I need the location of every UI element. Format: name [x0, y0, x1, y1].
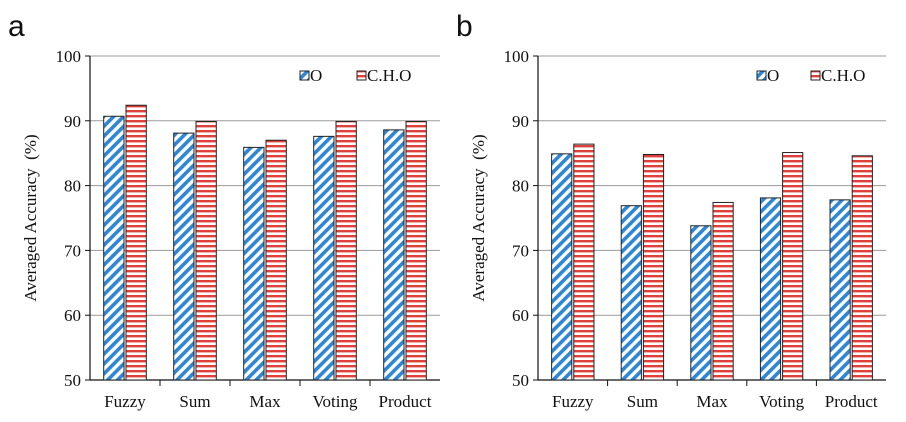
x-tick-label: Sum [627, 392, 658, 411]
y-tick-label: 60 [512, 306, 529, 325]
legend-label: O [767, 66, 779, 85]
bar-cho-voting [782, 152, 804, 381]
y-tick-label: 90 [512, 112, 529, 131]
x-tick-label: Fuzzy [104, 392, 146, 411]
chart-panel-b: b 50 60 70 80 90 100 Averaged Accuracy (%) Fuzzy… [456, 10, 886, 411]
x-tick-label: Product [379, 392, 432, 411]
bar-o-fuzzy [551, 153, 573, 381]
bar-cho-fuzzy [573, 143, 595, 381]
bar-cho-product [851, 155, 873, 381]
y-axis-title: Averaged Accuracy (%) [469, 134, 488, 301]
bar-cho-max [265, 139, 287, 381]
y-tick-label: 50 [512, 371, 529, 390]
legend-swatch-cho [356, 70, 367, 81]
y-tick-label: 100 [56, 47, 82, 66]
x-tick-label: Max [249, 392, 281, 411]
x-tick-label: Max [696, 392, 728, 411]
bar-cho-product [405, 120, 427, 381]
chart-panel-a: a 50 60 70 80 90 100 Averaged Accuracy (%) Fuzzy… [8, 10, 440, 411]
legend-label: C.H.O [367, 66, 411, 85]
bar-o-product [383, 129, 405, 381]
bar-o-sum [173, 132, 195, 381]
legend: O C.H.O [299, 66, 411, 85]
bar-cho-fuzzy [125, 104, 147, 381]
panel-letter: a [8, 10, 25, 43]
legend-swatch-o [299, 70, 310, 81]
bar-o-sum [620, 205, 642, 381]
bar-o-fuzzy [103, 115, 125, 381]
legend-label: C.H.O [821, 66, 865, 85]
y-tick-label: 60 [64, 306, 81, 325]
legend-label: O [310, 66, 322, 85]
y-axis-title: Averaged Accuracy (%) [21, 134, 40, 301]
bar-cho-max [712, 201, 734, 381]
y-tick-label: 100 [504, 47, 530, 66]
y-tick-label: 90 [64, 112, 81, 131]
bar-o-voting [313, 135, 335, 381]
y-tick-label: 50 [64, 371, 81, 390]
x-tick-label: Sum [179, 392, 210, 411]
legend: O C.H.O [756, 66, 865, 85]
bar-cho-sum [642, 153, 665, 381]
y-tick-label: 80 [512, 177, 529, 196]
y-tick-label: 70 [64, 241, 81, 260]
bar-o-voting [759, 197, 782, 381]
bar-cho-voting [335, 120, 357, 381]
x-tick-label: Product [825, 392, 878, 411]
panel-letter: b [456, 10, 473, 43]
y-tick-label: 80 [64, 177, 81, 196]
y-tick-label: 70 [512, 241, 529, 260]
legend-swatch-cho [810, 70, 821, 81]
bar-cho-sum [195, 120, 217, 381]
x-tick-label: Voting [759, 392, 805, 411]
x-tick-label: Fuzzy [552, 392, 594, 411]
bar-o-max [243, 146, 265, 381]
x-tick-label: Voting [312, 392, 358, 411]
bar-o-product [829, 199, 851, 381]
bar-o-max [690, 225, 712, 381]
legend-swatch-o [756, 70, 767, 81]
